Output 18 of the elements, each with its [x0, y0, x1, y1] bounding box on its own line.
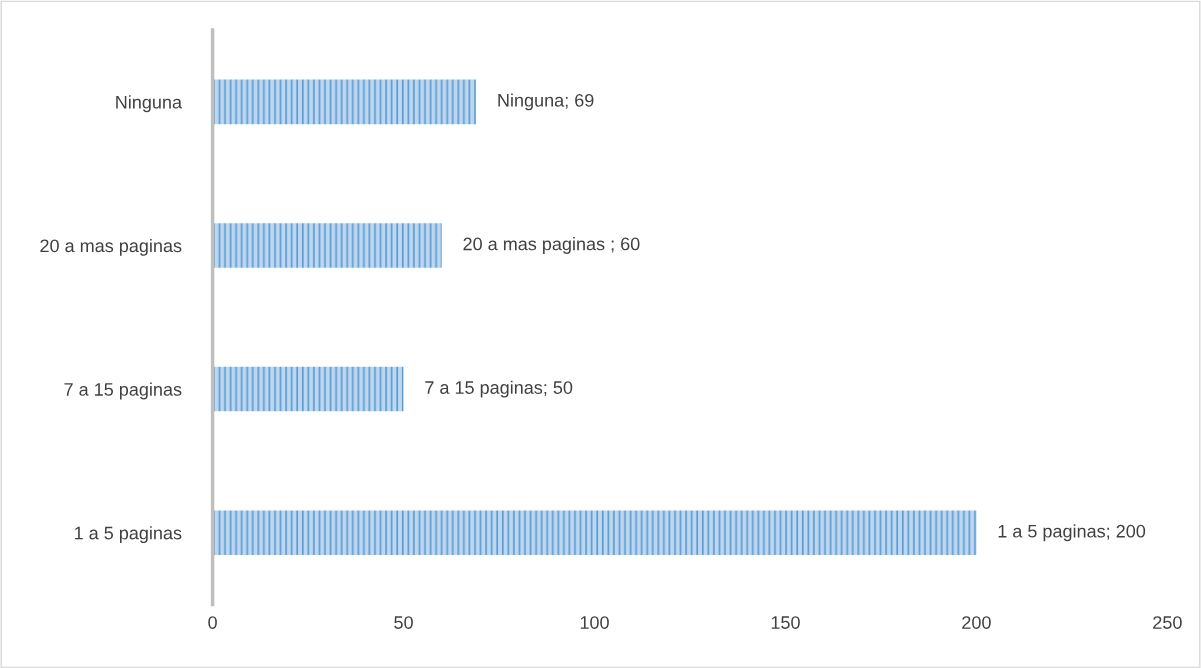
- x-tick-label: 0: [208, 616, 217, 629]
- bar: [212, 223, 442, 268]
- y-tick-label: 1 a 5 paginas: [74, 526, 182, 544]
- bar: [212, 366, 404, 412]
- x-tick-label: 150: [771, 616, 800, 629]
- data-label: 20 a mas paginas ; 60: [463, 237, 640, 254]
- x-tick-label: 200: [962, 616, 991, 629]
- y-tick-label: Ninguna: [116, 95, 183, 113]
- y-tick-label: 7 a 15 paginas: [64, 382, 182, 400]
- bar: [212, 79, 477, 125]
- x-tick-label: 250: [1153, 616, 1182, 629]
- x-tick-label: 50: [394, 616, 413, 629]
- x-tick-label: 100: [580, 616, 609, 629]
- data-label: 7 a 15 paginas; 50: [425, 380, 573, 398]
- y-tick-label: 20 a mas paginas: [40, 238, 182, 256]
- data-label: Ninguna; 69: [498, 93, 594, 111]
- bar: [212, 510, 977, 555]
- data-label: 1 a 5 paginas; 200: [998, 524, 1146, 542]
